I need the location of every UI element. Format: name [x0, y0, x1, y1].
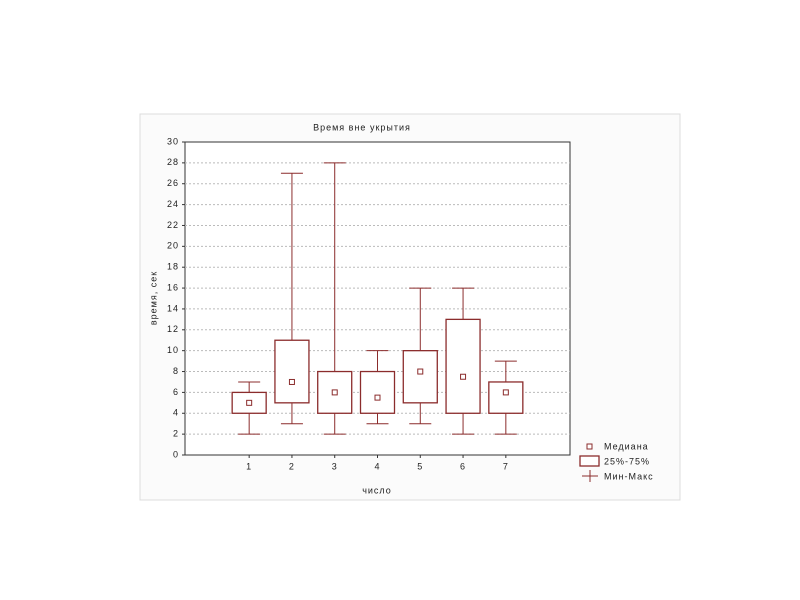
- box: [359, 370, 396, 414]
- y-tick-label: 8: [173, 366, 179, 376]
- legend-median-icon: [586, 443, 593, 450]
- chart-title: Время вне укрытия: [313, 122, 411, 132]
- x-tick-label: 6: [460, 461, 466, 471]
- y-tick-label: 22: [167, 220, 179, 230]
- y-tick-label: 10: [167, 345, 179, 355]
- box: [402, 350, 438, 404]
- y-tick-label: 24: [167, 199, 179, 209]
- x-tick-label: 4: [374, 461, 380, 471]
- median: [288, 378, 295, 385]
- y-tick-label: 16: [167, 282, 179, 292]
- y-tick-label: 14: [167, 303, 179, 313]
- box: [488, 381, 524, 414]
- median: [417, 368, 424, 375]
- median: [460, 373, 467, 380]
- y-tick-label: 20: [167, 241, 179, 251]
- x-tick-label: 5: [417, 461, 423, 471]
- box: [445, 318, 481, 414]
- x-tick-label: 2: [289, 461, 295, 471]
- median: [331, 389, 338, 396]
- x-tick-label: 7: [503, 461, 509, 471]
- box: [317, 370, 353, 414]
- x-tick-label: 3: [332, 461, 338, 471]
- median: [502, 389, 509, 396]
- y-tick-label: 12: [167, 324, 179, 334]
- median: [246, 399, 253, 406]
- y-tick-label: 2: [173, 429, 179, 439]
- median: [374, 394, 381, 401]
- legend-label: Мин-Макс: [604, 471, 654, 481]
- legend-label: Медиана: [604, 441, 649, 451]
- y-tick-label: 28: [167, 157, 179, 167]
- y-tick-label: 26: [167, 178, 179, 188]
- x-tick-label: 1: [246, 461, 252, 471]
- legend-box-icon: [579, 455, 600, 467]
- y-tick-label: 30: [167, 136, 179, 146]
- x-axis-label: число: [362, 485, 392, 495]
- y-axis-label: время, сек: [148, 271, 158, 325]
- y-tick-label: 4: [173, 408, 179, 418]
- box: [274, 339, 310, 404]
- y-tick-label: 6: [173, 387, 179, 397]
- y-tick-label: 18: [167, 262, 179, 272]
- legend-label: 25%-75%: [604, 456, 650, 466]
- y-tick-label: 0: [173, 449, 179, 459]
